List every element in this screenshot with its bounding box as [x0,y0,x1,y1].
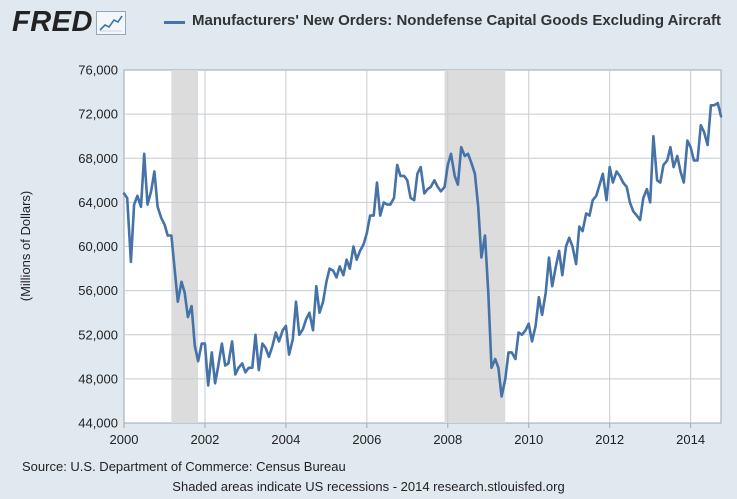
x-tick-label: 2004 [271,432,300,447]
fred-logo-text: FRED [12,6,93,38]
fred-chart-badge-icon [95,10,126,35]
x-tick-label: 2006 [352,432,381,447]
y-tick-label: 76,000 [78,63,118,78]
series-line [122,101,723,398]
x-tick-label: 2010 [514,432,543,447]
y-tick-label: 48,000 [78,371,118,386]
y-tick-label: 68,000 [78,151,118,166]
footer-source: Source: U.S. Department of Commerce: Cen… [22,459,346,474]
x-tick-label: 2012 [595,432,624,447]
x-axis-ticks: 2000 2002 2004 2006 2008 2010 2012 2014 [110,423,705,447]
y-tick-label: 64,000 [78,195,118,210]
x-tick-label: 2000 [110,432,139,447]
y-tick-label: 72,000 [78,107,118,122]
fred-logo: FRED [12,6,126,39]
legend-label: Manufacturers' New Orders: Nondefense Ca… [192,12,721,29]
grid-lines [124,70,721,423]
x-tick-label: 2008 [433,432,462,447]
x-tick-label: 2014 [676,432,705,447]
chart-legend: Manufacturers' New Orders: Nondefense Ca… [164,12,732,30]
footer-note: Shaded areas indicate US recessions - 20… [172,479,565,494]
y-axis-ticks: 44,000 48,000 52,000 56,000 60,000 64,000 68,0… [78,63,118,431]
y-axis-title: (Millions of Dollars) [18,191,33,302]
y-tick-label: 44,000 [78,416,118,431]
x-tick-label: 2002 [190,432,219,447]
y-tick-label: 52,000 [78,327,118,342]
y-tick-label: 56,000 [78,283,118,298]
y-tick-label: 60,000 [78,239,118,254]
legend-swatch [164,21,185,24]
